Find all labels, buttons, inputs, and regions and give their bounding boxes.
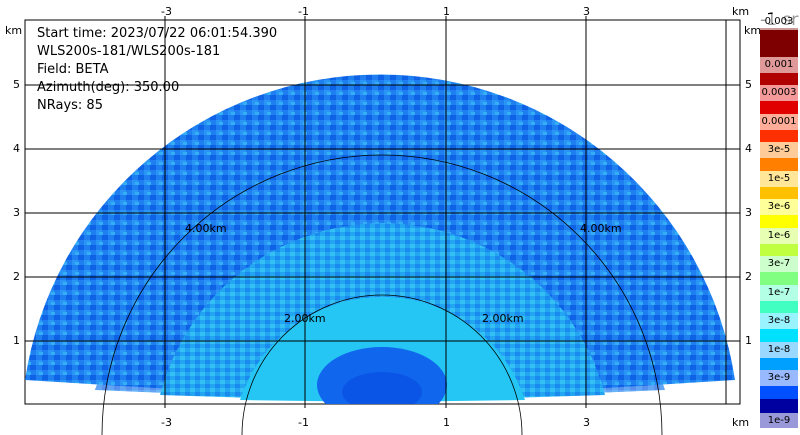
x-tick-bottom: 1: [443, 416, 450, 429]
colorbar-label: 3e-7: [760, 256, 798, 272]
colorbar-label: 0.003: [760, 14, 798, 30]
x-tick-bottom: 3: [583, 416, 590, 429]
y-unit-left: km: [5, 24, 23, 37]
y-tick-right: 2: [745, 270, 752, 283]
colorbar-label: 3e-5: [760, 142, 798, 158]
ring-label-right: 4.00km: [580, 222, 622, 235]
y-tick-left: 1: [13, 334, 20, 347]
colorbar-label: 3e-9: [760, 370, 798, 386]
x-tick-top: -3: [161, 5, 172, 18]
azimuth-text: Azimuth(deg): 350.00: [37, 80, 180, 95]
grid-lines: [25, 20, 740, 404]
y-tick-right: 1: [745, 334, 752, 347]
ring-label-right: 2.00km: [482, 312, 524, 325]
x-tick-top: 3: [583, 5, 590, 18]
colorbar-label: 0.0003: [760, 85, 798, 101]
colorbar-segment: [760, 28, 798, 57]
start-time-text: Start time: 2023/07/22 06:01:54.390: [37, 26, 278, 41]
y-tick-left: 5: [13, 78, 20, 91]
x-tick-bottom: -3: [161, 416, 172, 429]
radar-sweep: [25, 74, 735, 404]
x-unit-top: km: [732, 5, 750, 18]
y-tick-left: 3: [13, 206, 20, 219]
ring-label-left: 4.00km: [185, 222, 227, 235]
colorbar-label: 0.001: [760, 56, 798, 73]
ring-label-left: 2.00km: [284, 312, 326, 325]
range-rings: [101, 154, 663, 435]
y-tick-right: 5: [745, 78, 752, 91]
colorbar-label: 1e-8: [760, 341, 798, 358]
y-tick-left: 4: [13, 142, 20, 155]
x-unit-bottom: km: [732, 416, 750, 429]
instrument-text: WLS200s-181/WLS200s-181: [37, 44, 221, 59]
field-text: Field: BETA: [37, 62, 109, 77]
colorbar-label: 1e-5: [760, 170, 798, 187]
colorbar-label: 3e-8: [760, 313, 798, 329]
y-tick-left: 2: [13, 270, 20, 283]
colorbar-label: 1e-7: [760, 284, 798, 301]
y-unit-right: km: [744, 24, 762, 37]
y-tick-right: 3: [745, 206, 752, 219]
x-tick-top: -1: [298, 5, 309, 18]
y-tick-right: 4: [745, 142, 752, 155]
colorbar-label: 3e-6: [760, 199, 798, 215]
colorbar-label: 0.0001: [760, 113, 798, 130]
colorbar-label: 1e-9: [760, 412, 798, 429]
x-tick-top: 1: [443, 5, 450, 18]
x-tick-bottom: -1: [298, 416, 309, 429]
nrays-text: NRays: 85: [37, 98, 103, 113]
colorbar-label: 1e-6: [760, 227, 798, 244]
